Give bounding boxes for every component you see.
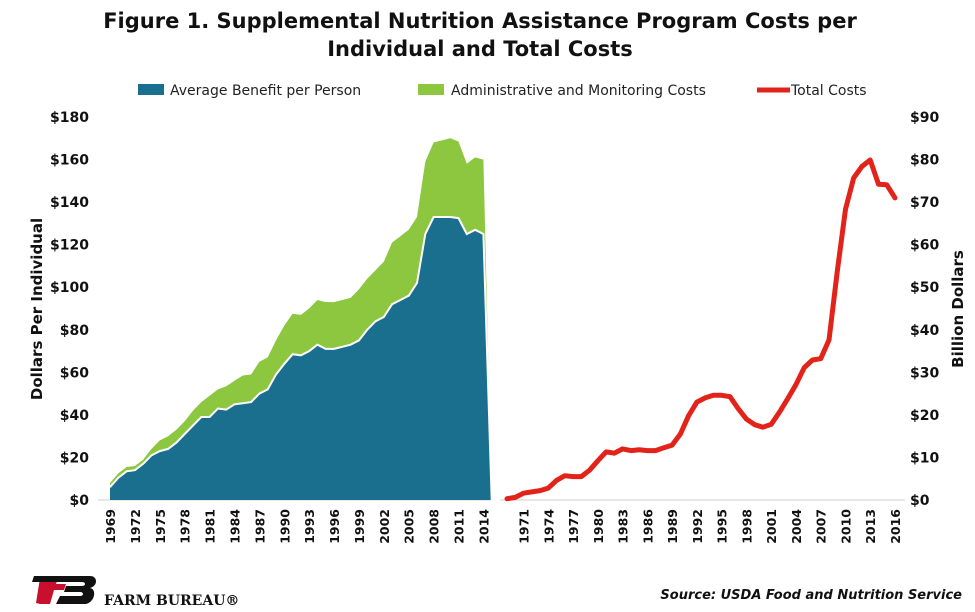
right-tick-label: $30 xyxy=(910,365,939,381)
x-tick-label-right: 1977 xyxy=(566,509,581,544)
x-tick-label-left: 1984 xyxy=(228,509,243,544)
x-tick-label-right: 2013 xyxy=(863,509,878,544)
per-person-area-layer xyxy=(109,138,500,501)
x-tick-label-left: 1975 xyxy=(153,509,168,544)
x-tick-label-right: 1989 xyxy=(665,509,680,544)
x-tick-label-right: 1980 xyxy=(591,509,606,544)
x-tick-label-left: 2014 xyxy=(476,509,491,544)
chart-title-line1: Figure 1. Supplemental Nutrition Assista… xyxy=(103,9,857,33)
left-tick-label: $80 xyxy=(60,323,89,339)
right-tick-label: $80 xyxy=(910,153,939,169)
right-axis-ticks: $0 $10 $20 $30 $40 $50 $60 $70 $80 $90 xyxy=(910,110,939,509)
total-costs-line-layer xyxy=(504,157,898,502)
x-tick-label-right: 2016 xyxy=(888,509,903,544)
x-tick-label-left: 1972 xyxy=(128,509,143,544)
benefit-boundary-line xyxy=(109,216,500,501)
left-tick-label: $140 xyxy=(50,195,89,211)
x-tick-label-left: 2002 xyxy=(377,509,392,544)
x-tick-label-right: 2004 xyxy=(789,509,804,544)
right-tick-label: $60 xyxy=(910,238,939,254)
left-tick-label: $160 xyxy=(50,153,89,169)
legend-swatch-benefit xyxy=(138,84,164,95)
x-tick-label-right: 1983 xyxy=(616,509,631,544)
farm-bureau-logo: FARM BUREAU® xyxy=(32,576,239,609)
right-tick-label: $0 xyxy=(910,493,930,509)
right-tick-label: $40 xyxy=(910,323,939,339)
x-axis-ticks: 1969 1972 1975 1978 1981 1984 1987 1990 1993 1996… xyxy=(103,509,903,544)
right-tick-label: $20 xyxy=(910,408,939,424)
x-tick-label-right: 1971 xyxy=(517,509,532,544)
legend-label-benefit: Average Benefit per Person xyxy=(170,83,361,99)
right-tick-label: $70 xyxy=(910,195,939,211)
x-tick-label-right: 1995 xyxy=(715,509,730,544)
total-costs-line xyxy=(504,157,898,502)
area-benefit-per-person xyxy=(110,217,500,500)
x-tick-label-right: 1998 xyxy=(739,509,754,544)
x-tick-label-left: 1999 xyxy=(352,509,367,544)
right-tick-label: $90 xyxy=(910,110,939,126)
left-tick-label: $20 xyxy=(60,450,89,466)
x-tick-label-left: 1981 xyxy=(203,509,218,544)
source-note: Source: USDA Food and Nutrition Service xyxy=(660,588,962,603)
left-tick-label: $100 xyxy=(50,280,89,296)
fb-logo-mark-b xyxy=(32,576,96,604)
x-tick-label-left: 1990 xyxy=(277,509,292,544)
left-tick-label: $40 xyxy=(60,408,89,424)
legend-label-total: Total Costs xyxy=(790,83,867,99)
left-tick-label: $120 xyxy=(50,238,89,254)
legend: Average Benefit per Person Administrativ… xyxy=(138,83,867,99)
right-tick-label: $50 xyxy=(910,280,939,296)
right-axis-title: Billion Dollars xyxy=(949,250,967,368)
left-tick-label: $60 xyxy=(60,365,89,381)
x-tick-label-right: 1992 xyxy=(690,509,705,544)
fb-logo-mark xyxy=(36,578,66,604)
left-tick-label: $180 xyxy=(50,110,89,126)
legend-label-admin: Administrative and Monitoring Costs xyxy=(451,83,706,99)
chart-title-line2: Individual and Total Costs xyxy=(327,37,633,61)
x-tick-label-left: 2008 xyxy=(427,509,442,544)
x-tick-label-right: 1974 xyxy=(541,509,556,544)
x-tick-label-right: 2010 xyxy=(839,509,854,544)
legend-swatch-admin xyxy=(418,84,444,95)
x-tick-label-left: 1987 xyxy=(252,509,267,544)
right-tick-label: $10 xyxy=(910,450,939,466)
farm-bureau-wordmark: FARM BUREAU® xyxy=(104,593,239,609)
x-tick-label-right: 2007 xyxy=(814,509,829,544)
x-tick-label-left: 2011 xyxy=(452,509,467,544)
x-tick-label-left: 1978 xyxy=(178,509,193,544)
left-axis-title: Dollars Per Individual xyxy=(28,218,46,400)
area-admin-costs xyxy=(110,138,500,501)
x-tick-label-right: 1986 xyxy=(640,509,655,544)
x-tick-label-left: 1993 xyxy=(302,509,317,544)
x-tick-label-left: 1996 xyxy=(327,509,342,544)
x-tick-label-left: 1969 xyxy=(103,509,118,544)
left-axis-ticks: $0 $20 $40 $60 $80 $100 $120 $140 $160 $180 xyxy=(50,110,89,509)
x-tick-label-right: 2001 xyxy=(764,509,779,544)
x-tick-label-left: 2005 xyxy=(402,509,417,544)
left-tick-label: $0 xyxy=(70,493,90,509)
